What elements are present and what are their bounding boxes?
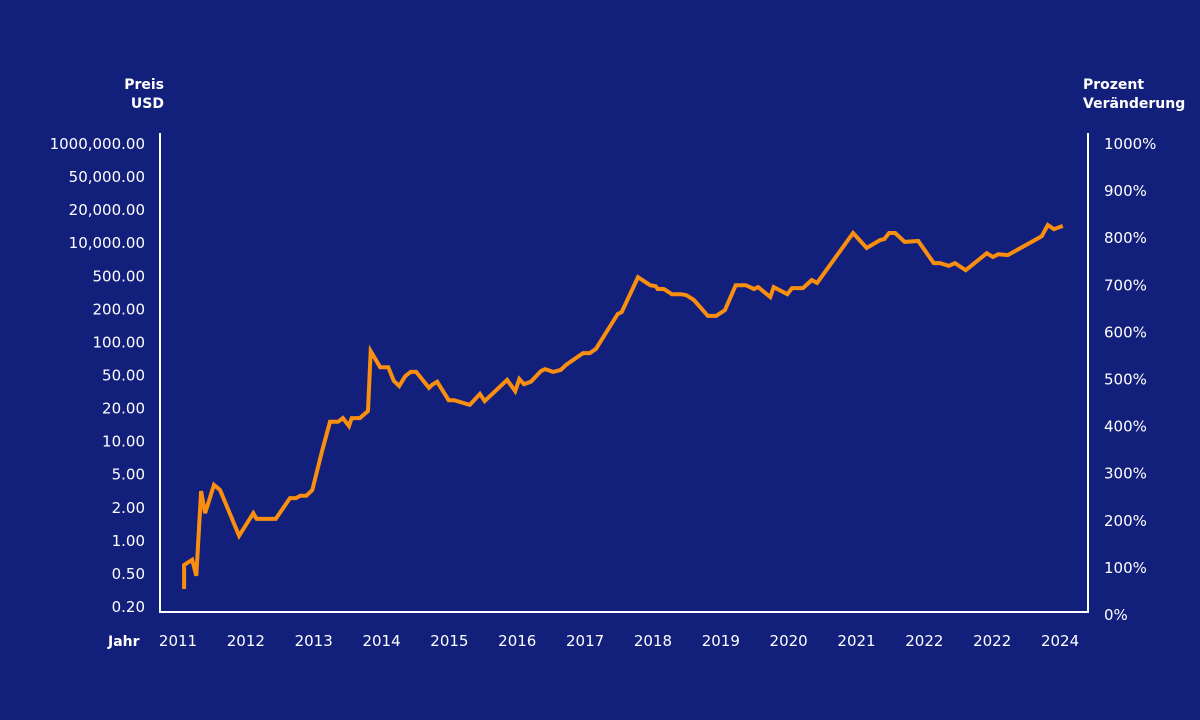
y-right-tick-label: 500%	[1104, 371, 1147, 389]
price-series-line	[182, 222, 1064, 589]
x-tick-label: 2011	[159, 632, 197, 650]
x-tick-label: 2019	[702, 632, 740, 650]
y-left-tick-label: 10,000.00	[69, 234, 145, 252]
y-left-tick-label: 2.00	[112, 499, 145, 517]
y-right-tick-label: 900%	[1104, 182, 1147, 200]
x-tick-label: 2015	[430, 632, 468, 650]
y-right-tick-label: 1000%	[1104, 135, 1156, 153]
y-left-tick-label: 500.00	[93, 267, 146, 285]
y-right-tick-label: 300%	[1104, 465, 1147, 483]
x-tick-label: 2017	[566, 632, 604, 650]
y-left-tick-label: 20.00	[102, 400, 145, 418]
y-right-tick-label: 800%	[1104, 229, 1147, 247]
y-left-tick-label: 1000,000.00	[50, 135, 145, 153]
left-axis-title-line2: USD	[131, 96, 164, 112]
x-tick-label: 2013	[295, 632, 333, 650]
y-left-tick-label: 100.00	[93, 333, 146, 351]
x-tick-label: 2018	[634, 632, 672, 650]
y-left-tick-label: 0.20	[112, 598, 145, 616]
y-left-tick-label: 5.00	[112, 466, 145, 484]
y-left-tick-label: 50,000.00	[69, 168, 145, 186]
y-right-tick-label: 700%	[1104, 276, 1147, 294]
y-right-tick-label: 0%	[1104, 606, 1128, 624]
y-right-tick-label: 600%	[1104, 323, 1147, 341]
y-left-tick-label: 20,000.00	[69, 201, 145, 219]
x-tick-label: 2022	[973, 632, 1011, 650]
x-tick-label: 2021	[837, 632, 875, 650]
y-left-tick-label: 10.00	[102, 433, 145, 451]
x-tick-label: 2014	[362, 632, 400, 650]
x-tick-label: 2016	[498, 632, 536, 650]
y-right-tick-label: 400%	[1104, 418, 1147, 436]
y-left-tick-label: 1.00	[112, 532, 145, 550]
y-right-tick-label: 200%	[1104, 512, 1147, 530]
right-axis-title-line1: Prozent	[1083, 77, 1144, 93]
y-left-tick-label: 200.00	[93, 300, 146, 318]
x-axis-title: Jahr	[107, 634, 140, 650]
y-right-tick-label: 100%	[1104, 559, 1147, 577]
left-axis-title-line1: Preis	[124, 77, 164, 93]
x-tick-label: 2024	[1041, 632, 1079, 650]
y-left-tick-label: 50.00	[102, 367, 145, 385]
x-tick-label: 2020	[770, 632, 808, 650]
y-left-tick-label: 0.50	[112, 565, 145, 583]
x-tick-label: 2022	[905, 632, 943, 650]
right-axis-title-line2: Veränderung	[1083, 96, 1185, 112]
x-tick-label: 2012	[227, 632, 265, 650]
